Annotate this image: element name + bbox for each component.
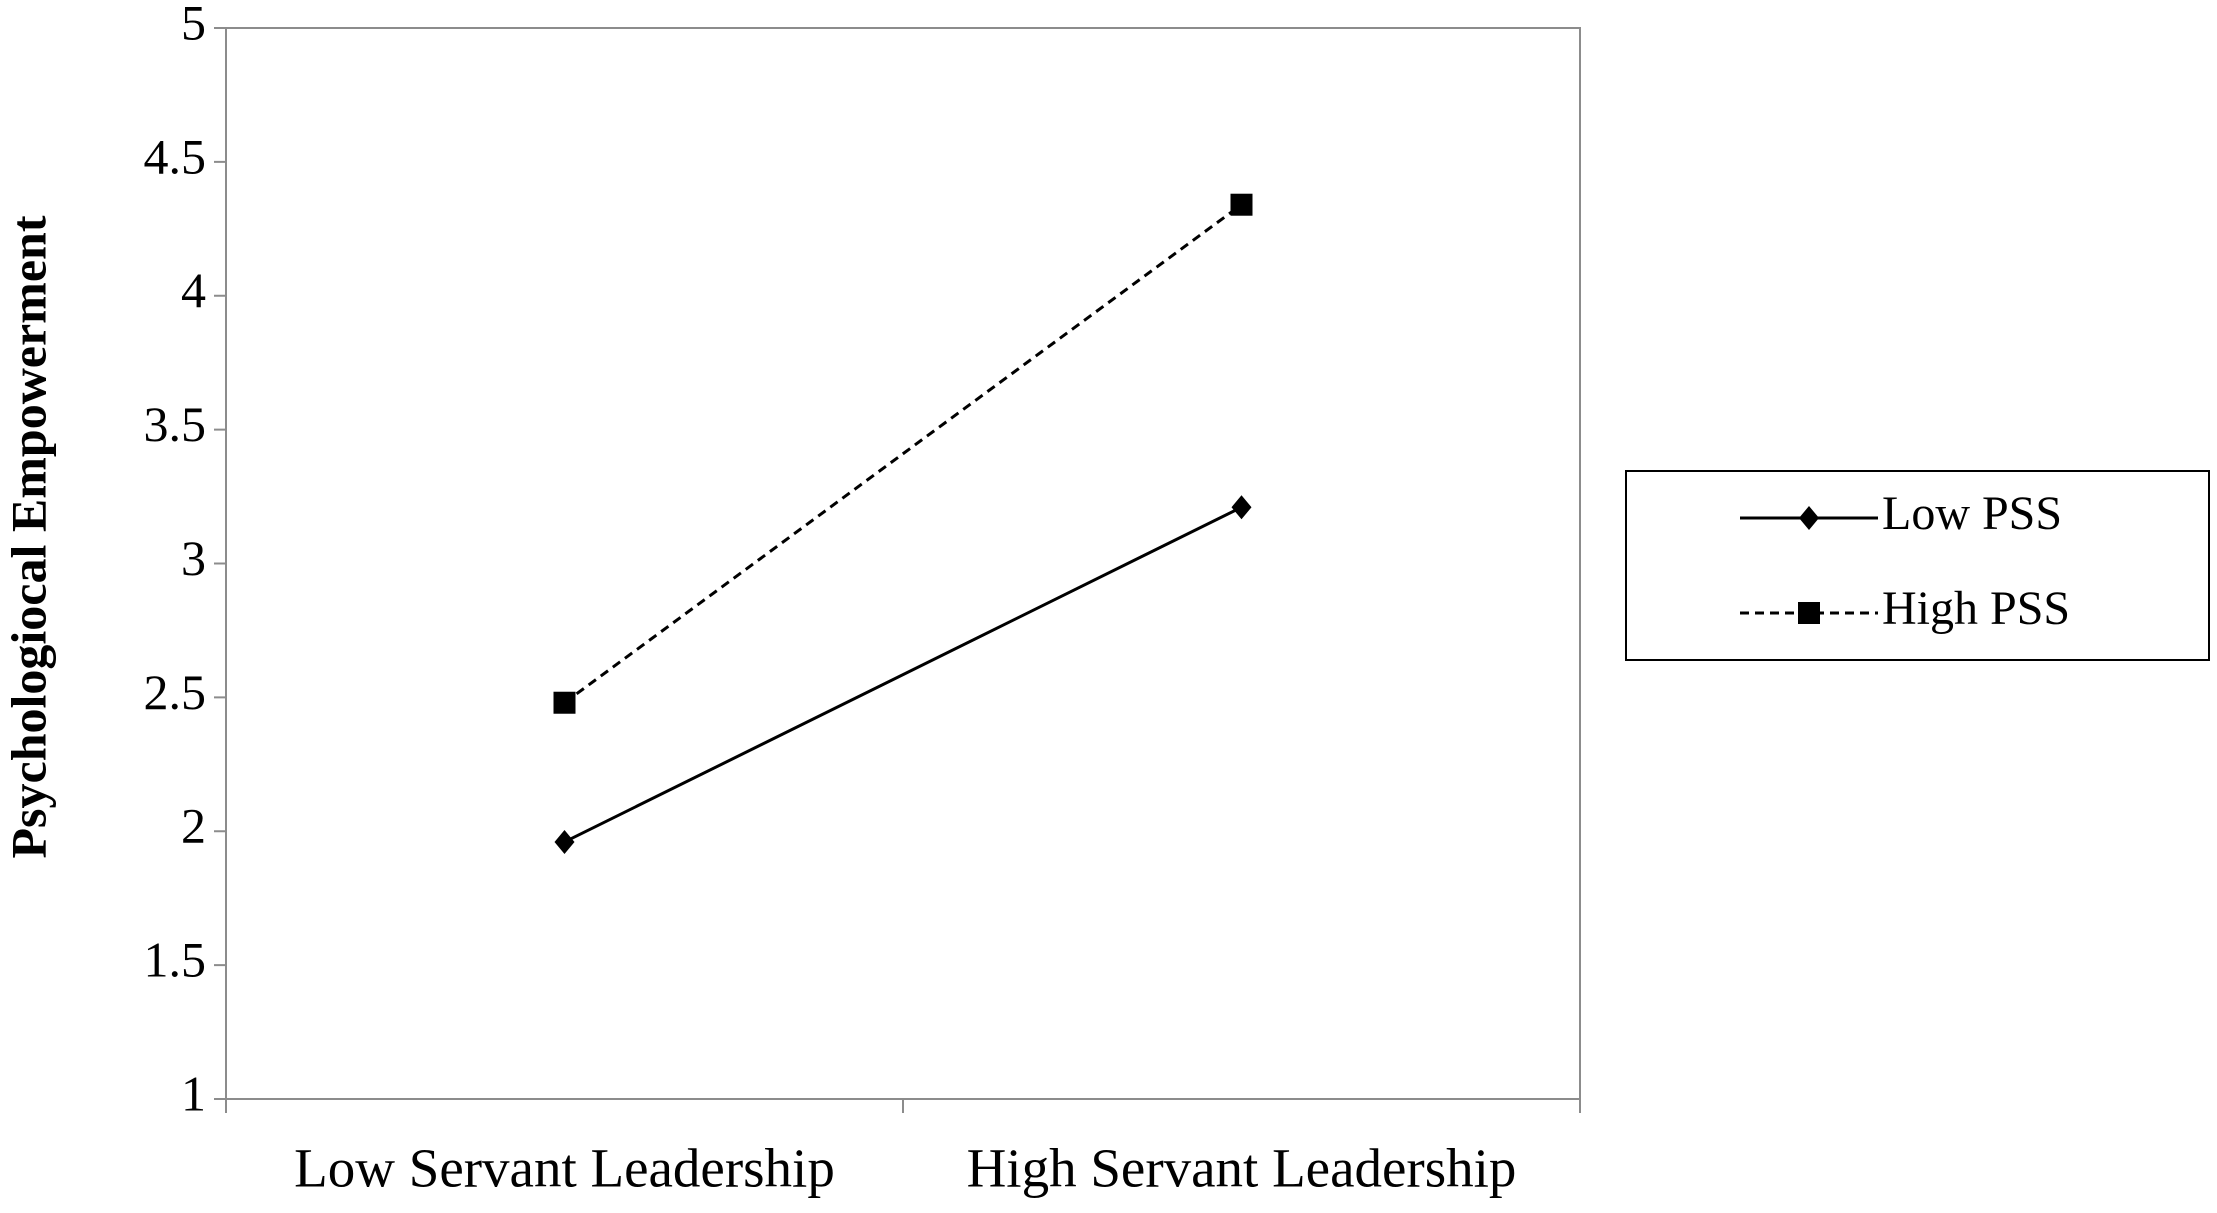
y-tick-label: 3 xyxy=(181,530,206,586)
y-axis-label: Psychologiocal Empowerment xyxy=(0,215,56,858)
x-tick-label: High Servant Leadership xyxy=(967,1138,1517,1199)
y-tick-label: 4.5 xyxy=(144,128,207,184)
series-line xyxy=(563,203,1243,704)
data-point xyxy=(1231,495,1252,520)
y-tick-label: 2.5 xyxy=(144,664,207,720)
y-tick-label: 5 xyxy=(181,0,206,50)
legend-marker xyxy=(1799,506,1819,530)
y-tick-label: 3.5 xyxy=(144,396,207,452)
data-point xyxy=(554,829,575,854)
series-line xyxy=(563,505,1243,844)
legend-label: Low PSS xyxy=(1882,487,2062,540)
plot-area xyxy=(225,27,1581,1100)
data-point xyxy=(553,691,576,714)
y-tick-label: 4 xyxy=(181,262,206,318)
y-tick-label: 1.5 xyxy=(144,932,207,988)
data-point xyxy=(1230,193,1253,216)
legend xyxy=(1625,470,2210,661)
legend-label: High PSS xyxy=(1882,582,2070,635)
y-tick-label: 1 xyxy=(181,1065,206,1121)
x-tick-label: Low Servant Leadership xyxy=(294,1138,835,1199)
legend-marker xyxy=(1798,602,1820,624)
y-tick-label: 2 xyxy=(181,798,206,854)
